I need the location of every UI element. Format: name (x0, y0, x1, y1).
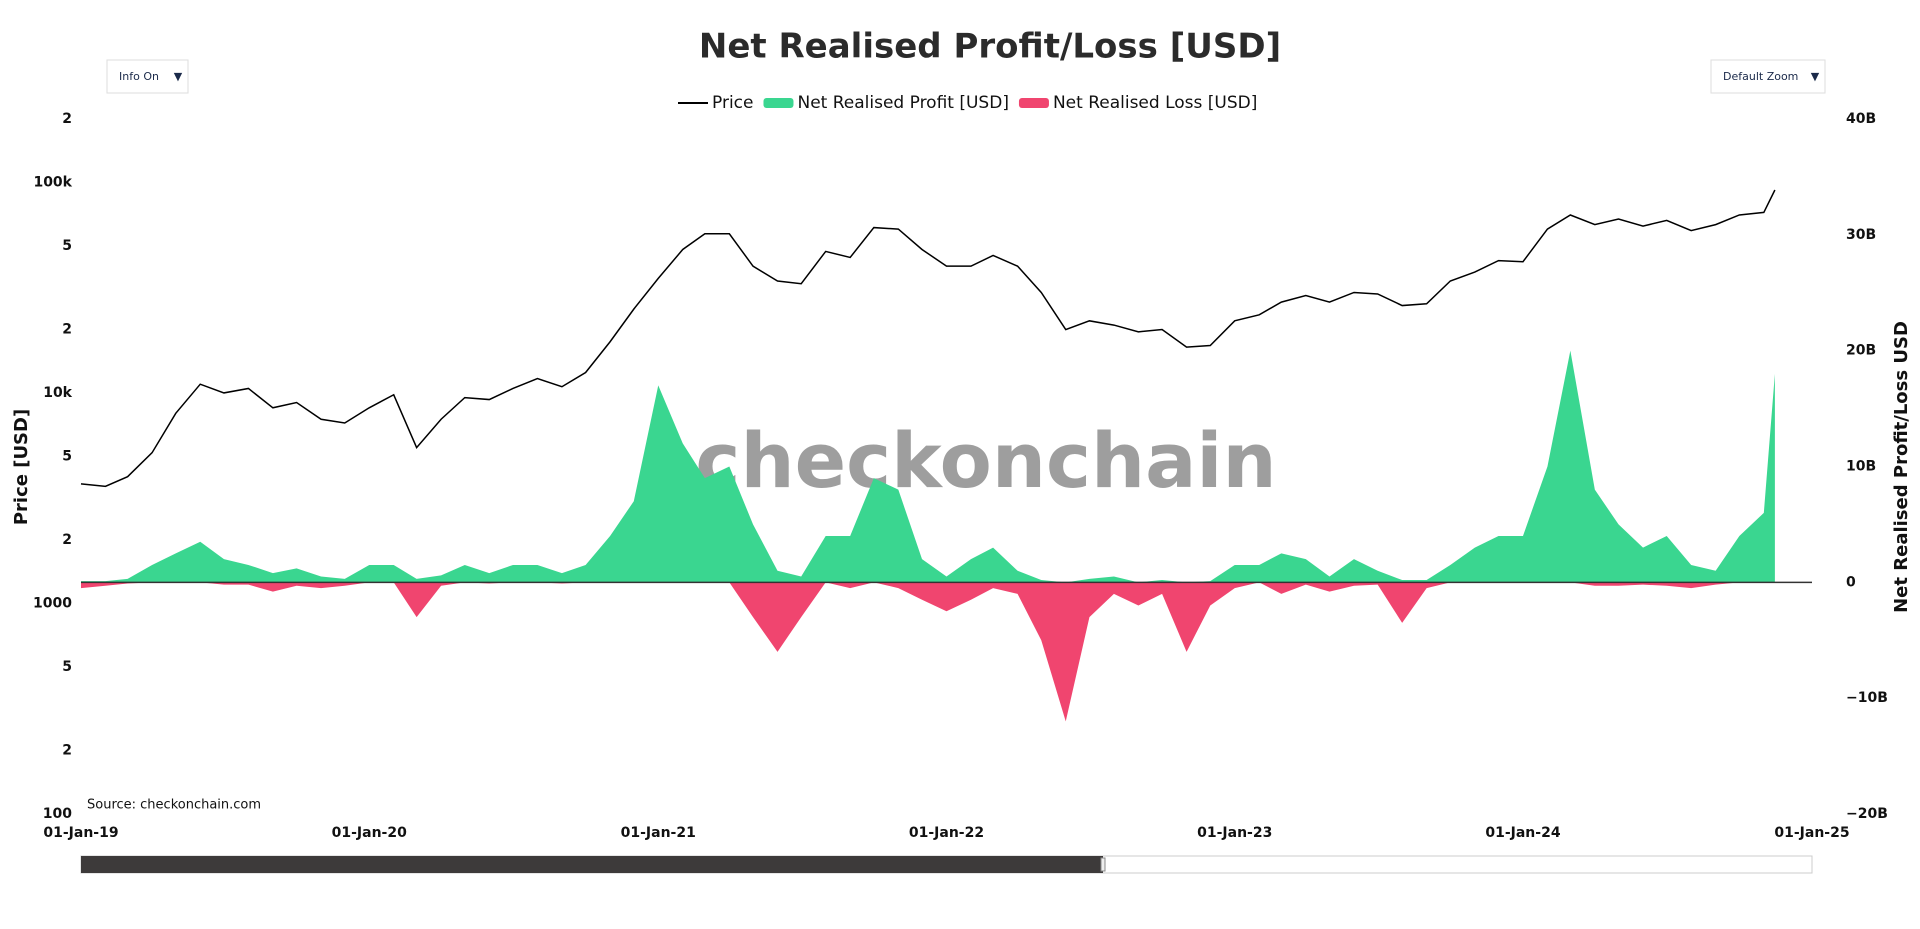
y-tick-label: 100k (33, 174, 72, 190)
legend-label: Price (712, 93, 753, 113)
y2-tick-label: −20B (1846, 806, 1888, 822)
y-tick-label: 100 (43, 806, 72, 822)
y-tick-label: 5 (62, 448, 72, 464)
x-tick-label: 01-Jan-20 (332, 825, 407, 841)
zoom-button-label[interactable]: Default Zoom (1723, 70, 1798, 83)
y2-tick-label: 20B (1846, 343, 1876, 359)
y-tick-label: 2 (62, 322, 72, 338)
y-tick-label: 2 (62, 743, 72, 759)
y2-tick-label: 0 (1846, 574, 1856, 590)
x-tick-label: 01-Jan-19 (43, 825, 118, 841)
dropdown-arrow[interactable]: ▼ (1811, 70, 1820, 83)
x-tick-label: 01-Jan-24 (1485, 825, 1560, 841)
legend-swatch (763, 98, 794, 108)
y-tick-label: 5 (62, 238, 72, 254)
price-line (80, 189, 1776, 488)
legend-label: Net Realised Loss [USD] (1053, 93, 1257, 113)
y-tick-label: 2 (62, 111, 72, 127)
y2-axis-title: Net Realised Profit/Loss USD (1891, 321, 1912, 613)
info-button-label[interactable]: Info On (119, 70, 159, 83)
y-tick-label: 1000 (33, 595, 72, 611)
range-handle[interactable] (1100, 857, 1106, 872)
legend-swatch (1018, 98, 1049, 108)
legend-label: Net Realised Profit [USD] (797, 93, 1008, 113)
chart-title: Net Realised Profit/Loss [USD] (699, 27, 1281, 67)
zoom-button[interactable] (1710, 59, 1826, 94)
area (81, 582, 1775, 722)
y2-tick-label: 10B (1846, 459, 1876, 475)
range-slider-mask (81, 856, 1103, 873)
y2-tick-label: −10B (1846, 690, 1888, 706)
dropdown-arrow[interactable]: ▼ (174, 70, 183, 83)
x-tick-label: 01-Jan-23 (1197, 825, 1272, 841)
x-tick-label: 01-Jan-21 (621, 825, 696, 841)
x-tick-label: 01-Jan-25 (1774, 825, 1849, 841)
y2-tick-label: 30B (1846, 227, 1876, 243)
info-button[interactable] (106, 59, 189, 94)
y-axis-title: Price [USD] (11, 409, 32, 525)
source: Source: checkonchain.com (87, 798, 261, 813)
watermark: checkonchain (695, 416, 1276, 505)
y-tick-label: 5 (62, 659, 72, 675)
x-tick-label: 01-Jan-22 (909, 825, 984, 841)
area (81, 350, 1775, 583)
y-tick-label: 2 (62, 532, 72, 548)
y2-tick-label: 40B (1846, 111, 1876, 127)
y-tick-label: 10k (43, 385, 72, 401)
